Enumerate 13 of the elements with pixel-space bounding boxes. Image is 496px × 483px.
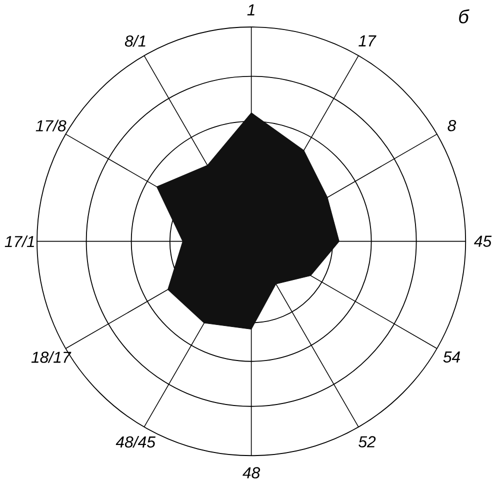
spoke-label: 17/8	[36, 120, 66, 132]
spoke-label: 48/45	[116, 436, 156, 448]
spoke-label: 52	[358, 436, 376, 448]
spoke-label: 1	[247, 4, 254, 16]
spoke-label: 8	[448, 120, 456, 132]
spoke-label: 48	[242, 467, 260, 478]
spoke-label: 45	[474, 236, 492, 247]
spoke-label: 8/1	[124, 35, 146, 47]
spoke-label: 17	[358, 36, 376, 46]
spoke-label: 18/17	[31, 351, 72, 363]
text: б	[459, 9, 470, 24]
spoke-label: 54	[443, 352, 460, 363]
spoke-label: 17/1	[4, 236, 34, 248]
